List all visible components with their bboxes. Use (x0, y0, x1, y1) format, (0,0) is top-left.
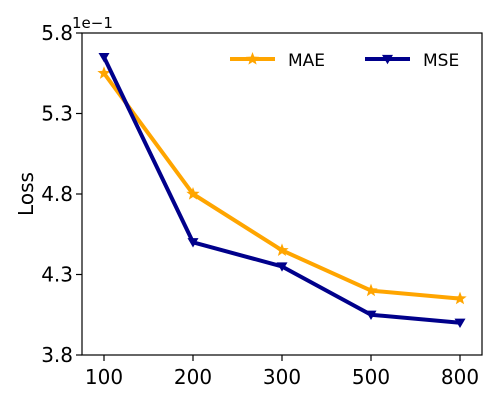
y-tick-label: 3.8 (41, 343, 73, 367)
legend: MAE MSE (230, 51, 459, 71)
data-point-mae (453, 291, 467, 305)
legend-label-mse: MSE (423, 51, 459, 71)
y-axis-ticks: 3.8 4.3 4.8 5.3 5.8 (41, 21, 82, 367)
legend-label-mae: MAE (288, 51, 325, 71)
data-point-mse (98, 53, 110, 63)
x-tick-label: 800 (441, 365, 479, 389)
x-tick-label: 100 (85, 365, 123, 389)
x-tick-label: 200 (174, 365, 212, 389)
legend-marker-mse (382, 54, 393, 65)
x-axis-ticks: 100 200 300 500 800 (85, 355, 479, 389)
y-tick-label: 4.3 (41, 263, 73, 287)
data-point-mse (454, 318, 466, 329)
data-point-mae (97, 66, 111, 79)
plot-area (81, 32, 483, 356)
data-point-mae (275, 243, 289, 257)
y-axis-label: Loss (14, 172, 38, 216)
x-tick-label: 500 (352, 365, 390, 389)
series-line-mse (102, 56, 461, 325)
y-tick-label: 5.3 (41, 102, 73, 126)
data-point-mae (364, 283, 378, 297)
y-tick-label: 4.8 (41, 182, 73, 206)
data-point-mse (187, 238, 199, 248)
y-axis-scale-label: 1e−1 (72, 14, 113, 32)
series-mae (97, 66, 467, 305)
plot-frame (81, 32, 483, 356)
legend-item-mae: MAE (230, 51, 325, 71)
x-tick-label: 300 (263, 365, 301, 389)
legend-marker-mae (245, 52, 260, 65)
data-point-mae (186, 187, 200, 200)
series-mse (98, 53, 466, 329)
data-point-mse (276, 262, 288, 272)
legend-item-mse: MSE (365, 51, 459, 71)
series-layer (97, 53, 467, 329)
data-point-mse (365, 310, 377, 320)
y-tick-label: 5.8 (41, 21, 73, 45)
